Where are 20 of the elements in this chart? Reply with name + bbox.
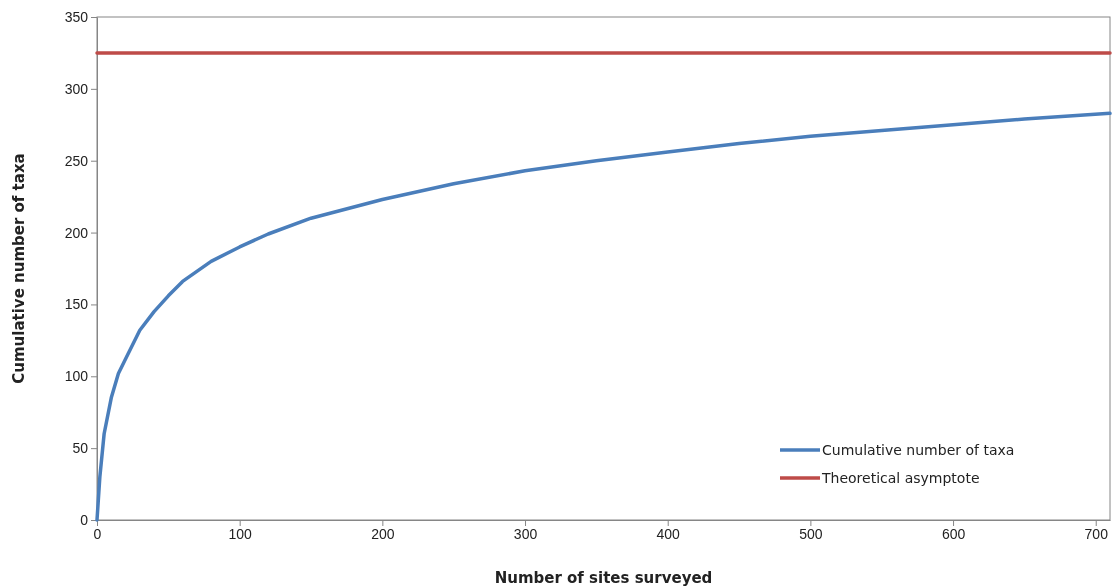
y-tick-label: 200	[64, 224, 89, 241]
x-tick-label: 600	[941, 525, 966, 542]
x-axis-title: Number of sites surveyed	[494, 569, 713, 587]
y-tick-label: 300	[64, 80, 89, 97]
y-tick-label: 150	[64, 296, 89, 313]
x-tick-label: 200	[371, 525, 395, 542]
x-tick-label: 500	[799, 525, 823, 542]
y-tick-label: 350	[64, 8, 89, 25]
y-tick-label: 0	[80, 511, 89, 528]
y-tick-label: 100	[64, 368, 89, 385]
y-tick-label: 250	[64, 152, 89, 169]
x-tick-label: 100	[228, 525, 253, 542]
x-tick-label: 0	[93, 525, 102, 542]
x-tick-label: 300	[513, 525, 538, 542]
legend-label: Theoretical asymptote	[821, 469, 980, 486]
y-axis-title: Cumulative number of taxa	[10, 153, 28, 384]
y-tick-label: 50	[72, 440, 89, 457]
x-tick-label: 700	[1084, 525, 1109, 542]
legend-label: Cumulative number of taxa	[822, 441, 1015, 458]
x-tick-label: 400	[656, 525, 681, 542]
